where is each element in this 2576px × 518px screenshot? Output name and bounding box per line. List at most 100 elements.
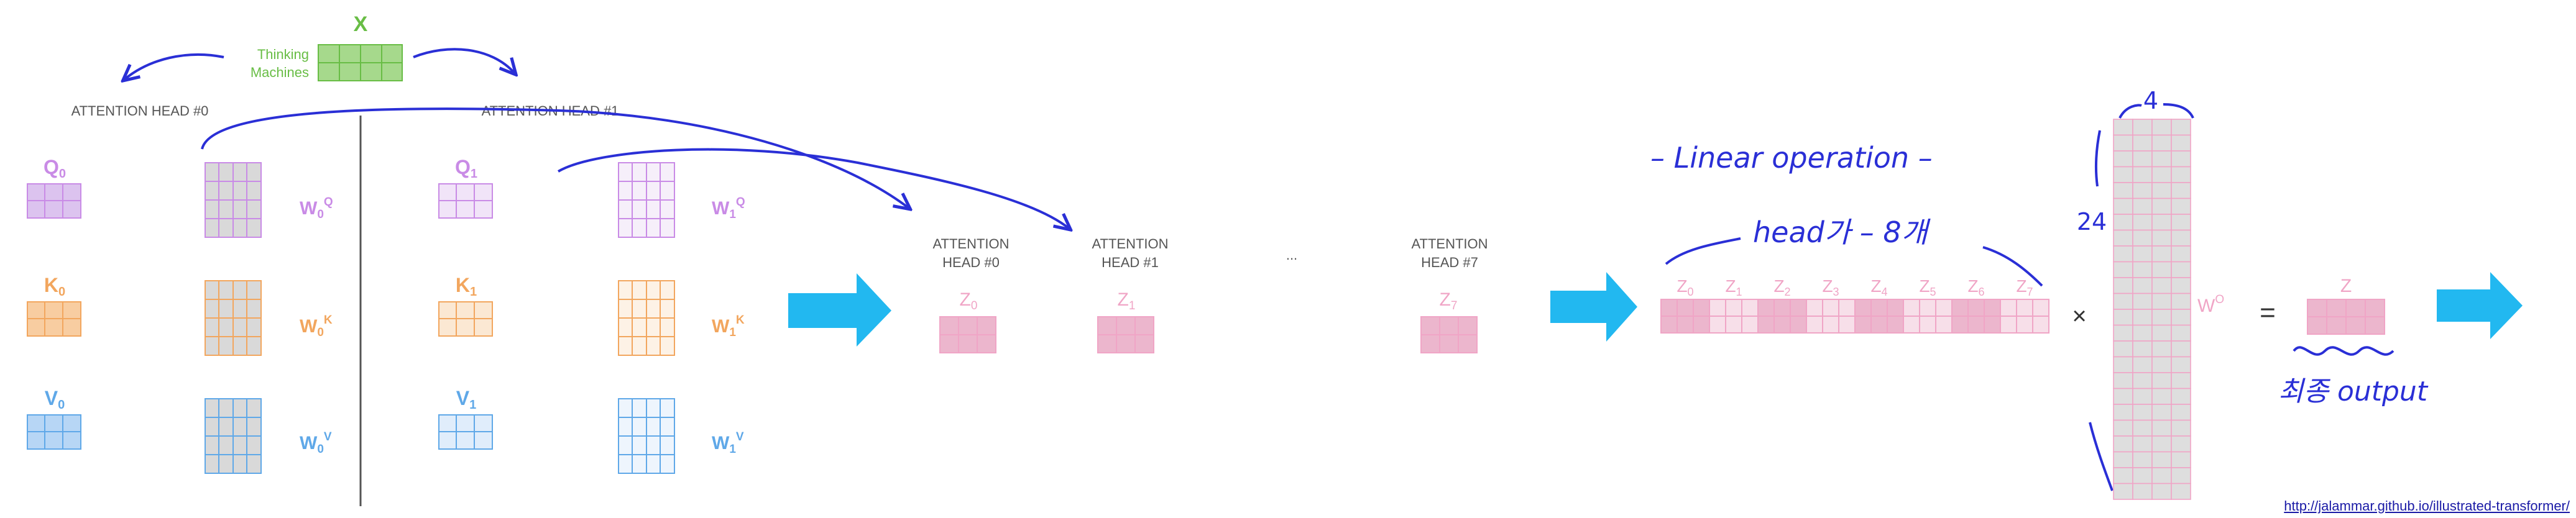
wq0-label: W0Q [300, 196, 333, 221]
wo-cell [2151, 277, 2172, 294]
wk1-label: W1K [712, 314, 745, 339]
v0-matrix [27, 414, 81, 450]
ink-width-bracket [2118, 103, 2194, 119]
wo-cell [2171, 404, 2191, 421]
wo-cell [2132, 435, 2153, 453]
v1-matrix [438, 414, 493, 450]
wo-cell [2113, 261, 2133, 278]
concat-cell [1903, 316, 1920, 334]
concat-cell [1838, 299, 1856, 317]
out-head1-line1: ATTENTION [1092, 236, 1168, 252]
wo-cell [2132, 483, 2153, 500]
wo-label: WO [2197, 293, 2224, 316]
out-head7-line2: HEAD #7 [1421, 255, 1478, 270]
wo-cell [2132, 245, 2153, 263]
wo-cell [2113, 435, 2133, 453]
concat-cell [1822, 316, 1839, 334]
wo-cell [2113, 198, 2133, 215]
wo-cell [2132, 324, 2153, 342]
wo-cell [2113, 372, 2133, 389]
concat-label-z6: Z6 [1967, 276, 1984, 298]
concat-matrix [1660, 299, 2049, 334]
ink-bracket-left [1665, 237, 1741, 265]
concat-cell [1887, 299, 1904, 317]
concat-cell [1677, 316, 1694, 334]
ink-bracket-right [1982, 246, 2043, 287]
concat-cell [1741, 316, 1759, 334]
concat-cell [1741, 299, 1759, 317]
wo-cell [2113, 324, 2133, 342]
concat-cell [1903, 299, 1920, 317]
source-link[interactable]: http://jalammar.github.io/illustrated-tr… [2284, 498, 2570, 514]
wk1-matrix [618, 280, 675, 356]
wo-cell [2151, 229, 2172, 247]
wo-cell [2132, 134, 2153, 152]
annotation-head-count: head가 – 8개 [1753, 216, 1931, 249]
wo-cell [2171, 372, 2191, 389]
wo-cell [2171, 277, 2191, 294]
wo-cell [2171, 214, 2191, 231]
concat-cell [1919, 316, 1936, 334]
concat-cell [1967, 316, 1985, 334]
wo-cell [2113, 483, 2133, 500]
wo-cell [2113, 229, 2133, 247]
wv1-label: W1V [712, 430, 744, 456]
wo-cell [2171, 166, 2191, 183]
wo-cell [2151, 198, 2172, 215]
wo-cell [2171, 467, 2191, 484]
equals-operator: = [2260, 298, 2276, 328]
v1-label: V1 [456, 387, 476, 412]
annotation-width-4: 4 [2143, 87, 2158, 114]
wo-cell [2113, 451, 2133, 468]
concat-cell [1951, 299, 1969, 317]
concat-cell [1935, 299, 1953, 317]
wo-cell [2151, 166, 2172, 183]
wo-cell [2171, 119, 2191, 136]
final-z-label: Z [2340, 276, 2352, 296]
wo-cell [2113, 340, 2133, 358]
final-z-matrix [2307, 299, 2385, 335]
q0-matrix [27, 183, 81, 219]
concat-cell [2016, 299, 2033, 317]
ink-height-bracket-top [2094, 130, 2101, 187]
q1-label: Q1 [455, 156, 477, 181]
head0-title: ATTENTION HEAD #0 [71, 103, 209, 119]
wo-cell [2113, 356, 2133, 373]
wo-cell [2151, 356, 2172, 373]
concat-cell [1757, 299, 1775, 317]
wo-cell [2151, 261, 2172, 278]
wo-cell [2132, 467, 2153, 484]
input-x-label: X [354, 12, 368, 36]
out-head1-line2: HEAD #1 [1102, 255, 1159, 270]
wo-cell [2113, 277, 2133, 294]
concat-cell [1790, 316, 1807, 334]
wo-cell [2151, 467, 2172, 484]
z0-label: Z0 [960, 289, 978, 312]
wo-cell [2151, 119, 2172, 136]
wo-cell [2132, 451, 2153, 468]
wo-cell [2151, 182, 2172, 199]
concat-cell [1757, 316, 1775, 334]
wo-cell [2113, 134, 2133, 152]
wo-cell [2151, 404, 2172, 421]
concat-cell [1660, 316, 1678, 334]
out-heads-ellipsis: ... [1286, 247, 1297, 263]
concat-cell [1935, 316, 1953, 334]
wo-cell [2113, 214, 2133, 231]
out-head0-line1: ATTENTION [932, 236, 1009, 252]
wo-cell [2171, 134, 2191, 152]
wo-cell [2171, 324, 2191, 342]
q0-label: Q0 [44, 156, 66, 181]
concat-cell [1870, 299, 1888, 317]
wo-cell [2132, 150, 2153, 168]
wo-cell [2171, 309, 2191, 326]
wo-cell [2132, 372, 2153, 389]
out-head7-line1: ATTENTION [1411, 236, 1488, 252]
wk0-matrix [205, 280, 262, 356]
wo-cell [2113, 245, 2133, 263]
concat-label-z3: Z3 [1822, 276, 1839, 298]
wo-cell [2151, 324, 2172, 342]
input-x-matrix [318, 44, 403, 81]
wo-cell [2113, 404, 2133, 421]
